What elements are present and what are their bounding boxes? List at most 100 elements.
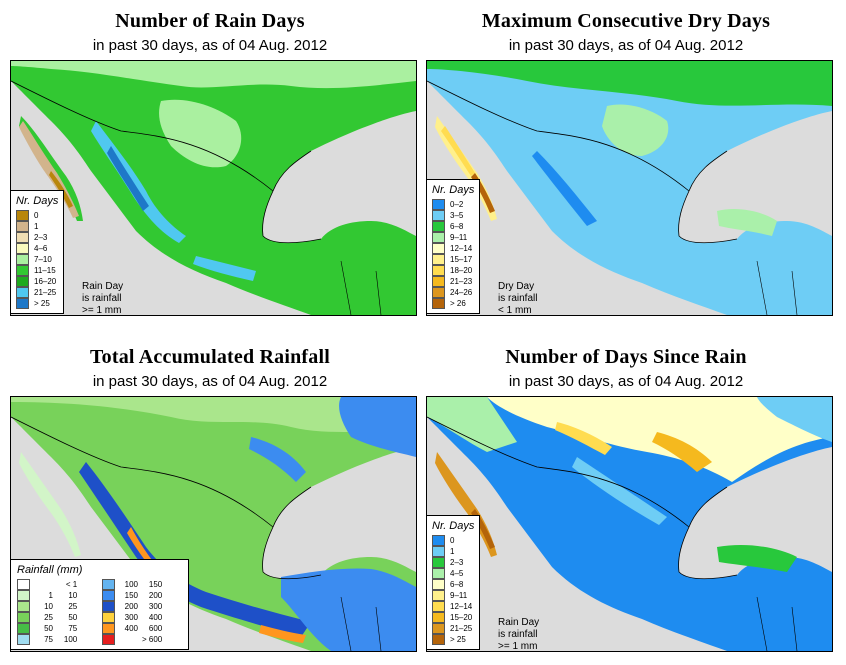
legend-label: 2–3 [34, 233, 48, 242]
note-line: >= 1 mm [498, 641, 538, 652]
legend-item: 16–20 [16, 276, 58, 287]
legend-item: 4–5 [432, 568, 474, 579]
legend-label: 6–8 [450, 580, 464, 589]
legend-item: 4–6 [16, 243, 58, 254]
legend-low: 1 [48, 591, 53, 600]
map-dry-days [426, 60, 833, 316]
legend-item: 6–8 [432, 221, 474, 232]
legend-title: Nr. Days [16, 195, 59, 207]
legend-item: 200 300 [102, 601, 182, 612]
legend-label: 15–17 [450, 255, 473, 264]
legend-column-right: 100 150 150 200 200 300 300 400 400 600 … [102, 579, 182, 645]
legend-item: 300 400 [102, 612, 182, 623]
legend-item: 2–3 [432, 557, 474, 568]
legend-low: 400 [124, 624, 138, 633]
legend-swatch [17, 623, 30, 634]
legend-low: 300 [124, 613, 138, 622]
legend-swatch [16, 210, 29, 221]
note-line: >= 1 mm [82, 305, 122, 316]
legend-high: > 600 [141, 635, 163, 644]
legend-low: 100 [124, 580, 138, 589]
legend-label: 11–15 [34, 266, 56, 275]
legend-swatch [432, 287, 445, 298]
legend-high: 75 [68, 624, 78, 633]
legend-swatch [432, 557, 445, 568]
panel-title: Number of Rain Days [115, 10, 305, 32]
legend-label: > 25 [450, 635, 466, 644]
legend-swatch [102, 579, 115, 590]
legend-swatch [17, 601, 30, 612]
legend-item: 0 [16, 210, 58, 221]
legend-swatch [17, 612, 30, 623]
legend-item: 15–17 [432, 254, 474, 265]
legend-label: 4–6 [34, 244, 48, 253]
legend-swatch [432, 612, 445, 623]
note-line: Dry Day [498, 281, 535, 292]
legend-swatch [432, 243, 445, 254]
legend-item: 0 [432, 535, 474, 546]
legend-item: 0–2 [432, 199, 474, 210]
legend-high: 150 [148, 580, 163, 589]
legend-swatch [17, 579, 30, 590]
legend-label: 0–2 [450, 200, 464, 209]
legend-title: Nr. Days [432, 520, 475, 532]
legend-title: Rainfall (mm) [17, 564, 83, 576]
legend-swatch [432, 265, 445, 276]
legend-item: 1 [432, 546, 474, 557]
panel-rain-days: Number of Rain Days in past 30 days, as … [0, 0, 420, 329]
legend-item: 9–11 [432, 590, 474, 601]
legend-swatch [432, 590, 445, 601]
legend-low: 75 [44, 635, 53, 644]
legend-item: 15–20 [432, 612, 474, 623]
legend-item: 2–3 [16, 232, 58, 243]
legend-item: 10 25 [17, 601, 102, 612]
legend-rain-days: Nr. Days 0 1 2–3 4–6 7–10 11–15 16–20 21… [10, 190, 65, 314]
legend-rainfall: Rainfall (mm) < 1 1 10 10 25 25 50 50 75… [10, 559, 189, 650]
legend-swatch [432, 546, 445, 557]
legend-item: 21–25 [432, 623, 474, 634]
legend-item: 400 600 [102, 623, 182, 634]
legend-high: 200 [148, 591, 163, 600]
legend-swatch [432, 623, 445, 634]
legend-item: 150 200 [102, 590, 182, 601]
legend-item: 21–25 [16, 287, 58, 298]
legend-low: 150 [124, 591, 138, 600]
legend-item: 18–20 [432, 265, 474, 276]
definition-note: Rain Day is rainfall >= 1 mm [82, 281, 123, 317]
legend-label: 15–20 [450, 613, 473, 622]
legend-swatch [16, 298, 29, 309]
legend-title: Nr. Days [432, 184, 475, 196]
note-line: Rain Day [82, 281, 124, 292]
map-days-since-rain [426, 396, 833, 652]
legend-item: 12–14 [432, 601, 474, 612]
legend-high: 600 [148, 624, 163, 633]
panel-subtitle: in past 30 days, as of 04 Aug. 2012 [92, 373, 328, 390]
legend-item: 12–14 [432, 243, 474, 254]
legend-item: 50 75 [17, 623, 102, 634]
panel-subtitle: in past 30 days, as of 04 Aug. 2012 [508, 373, 744, 390]
legend-item: 9–11 [432, 232, 474, 243]
legend-label: 3–5 [450, 211, 464, 220]
map-canvas [427, 397, 832, 651]
legend-swatch [16, 254, 29, 265]
legend-item: > 26 [432, 298, 474, 309]
legend-swatch [432, 276, 445, 287]
legend-high: 10 [68, 591, 78, 600]
definition-note: Rain Day is rainfall >= 1 mm [498, 617, 539, 653]
legend-swatch [102, 623, 115, 634]
legend-swatch [102, 634, 115, 645]
legend-low: 25 [44, 613, 53, 622]
legend-swatch [432, 199, 445, 210]
legend-swatch [16, 243, 29, 254]
legend-item: 24–26 [432, 287, 474, 298]
legend-grid: < 1 1 10 10 25 25 50 50 75 75 100 100 15… [17, 579, 182, 645]
legend-swatch [102, 612, 115, 623]
legend-swatch [432, 298, 445, 309]
legend-item: 21–23 [432, 276, 474, 287]
legend-label: 7–10 [34, 255, 52, 264]
legend-item: 6–8 [432, 579, 474, 590]
legend-swatch [432, 210, 445, 221]
legend-item: 75 100 [17, 634, 102, 645]
legend-swatch [17, 590, 30, 601]
legend-label: > 25 [34, 299, 50, 308]
